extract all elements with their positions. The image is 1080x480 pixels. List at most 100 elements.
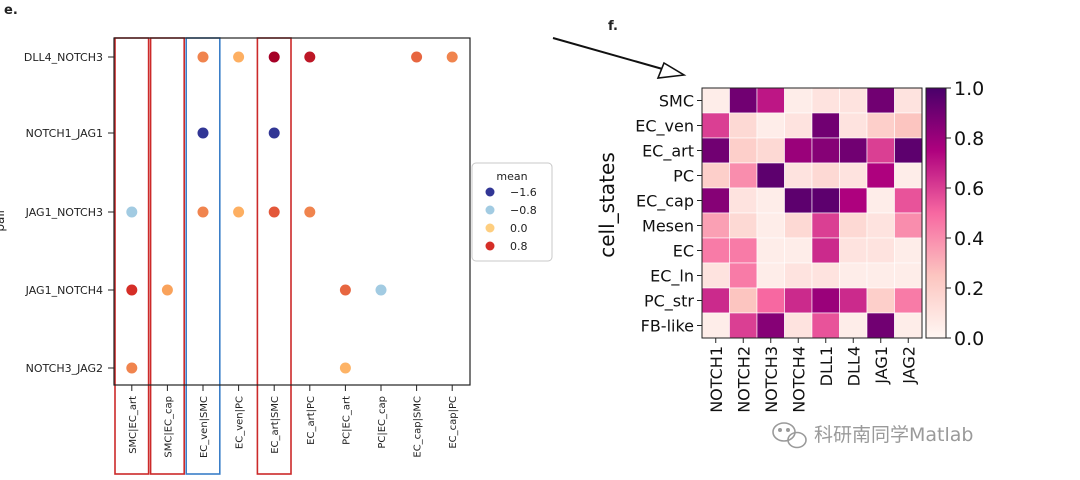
panel-f-colorbar: 0.0 0.2 0.4 0.6 0.8 1.0 — [925, 78, 984, 350]
heatmap-cell — [729, 162, 758, 189]
heatmap-cell — [756, 187, 785, 214]
dot — [197, 206, 209, 218]
heatmap-cell — [811, 187, 840, 214]
colorbar-tick-label: 0.6 — [954, 178, 984, 200]
panel-e-y-tick-labels: DLL4_NOTCH3 NOTCH1_JAG1 JAG1_NOTCH3 JAG1_NO… — [24, 51, 114, 375]
heatmap-cell — [784, 137, 813, 164]
heatmap-cell — [894, 112, 923, 139]
dot — [339, 284, 351, 296]
heatmap-cell — [811, 312, 840, 339]
heatmap-cell — [784, 287, 813, 314]
heatmap-cell — [756, 287, 785, 314]
y-tick-label: PC_str — [644, 292, 694, 312]
heatmap-cell — [811, 112, 840, 139]
dot — [161, 284, 173, 296]
heatmap-cell — [866, 162, 895, 189]
y-tick-label: SMC — [659, 92, 694, 111]
heatmap-cell — [811, 137, 840, 164]
x-tick-label: EC_ven|SMC — [199, 396, 210, 458]
colorbar-tick-label: 1.0 — [954, 78, 984, 100]
dot — [126, 362, 138, 374]
colorbar-tick-label: 0.4 — [954, 228, 984, 250]
x-tick-label: EC_ven|PC — [235, 396, 246, 449]
colorbar-tick-label: 0.0 — [954, 328, 984, 350]
y-tick-label: EC_ln — [650, 267, 694, 287]
panel-f-label: f. — [608, 19, 618, 34]
legend-title: mean — [496, 170, 527, 183]
x-tick-label: SMC|EC_cap — [163, 396, 174, 458]
panel-f-y-axis-label: cell_states — [595, 152, 619, 258]
y-tick-label: JAG1_NOTCH4 — [25, 284, 103, 297]
x-tick-label: EC_cap|PC — [448, 396, 459, 449]
heatmap-cell — [784, 162, 813, 189]
x-tick-label: EC_art|SMC — [270, 396, 281, 454]
watermark-text: 科研南同学Matlab — [814, 424, 973, 446]
heatmap-cell — [839, 162, 868, 189]
heatmap-cell — [701, 212, 730, 239]
heatmap-cell — [729, 187, 758, 214]
x-tick-label: NOTCH4 — [789, 346, 808, 413]
panel-f-x-tick-labels: NOTCH1 NOTCH2 NOTCH3 NOTCH4 DLL1 DLL4 JAG1 JAG2 — [707, 338, 918, 413]
legend-label: 0.8 — [510, 240, 528, 253]
heatmap-cell — [894, 262, 923, 289]
heatmap-cell — [729, 137, 758, 164]
dot — [411, 51, 423, 63]
heatmap-cell — [894, 212, 923, 239]
heatmap-cell — [756, 312, 785, 339]
heatmap-cell — [811, 287, 840, 314]
legend-marker — [485, 241, 495, 251]
x-tick-label: JAG1 — [872, 346, 891, 385]
legend-label: −0.8 — [510, 204, 537, 217]
heatmap-cell — [729, 237, 758, 264]
heatmap-cell — [811, 262, 840, 289]
heatmap-cell — [839, 287, 868, 314]
x-tick-label: JAG2 — [899, 346, 918, 385]
y-tick-label: NOTCH1_JAG1 — [26, 127, 103, 140]
heatmap-cell — [729, 87, 758, 114]
panel-e-legend: mean −1.6 −0.8 0.0 0.8 — [471, 162, 553, 262]
legend-label: −1.6 — [510, 186, 537, 199]
legend-label: 0.0 — [510, 222, 528, 235]
heatmap-cell — [701, 312, 730, 339]
heatmap-cell — [756, 212, 785, 239]
heatmap-cell — [866, 87, 895, 114]
y-tick-label: EC_cap — [636, 192, 694, 212]
heatmap-cell — [784, 212, 813, 239]
heatmap-cell — [784, 87, 813, 114]
x-tick-label: NOTCH2 — [734, 346, 753, 413]
dot — [268, 51, 280, 63]
legend-frame — [471, 162, 553, 262]
heatmap-cell — [729, 312, 758, 339]
dot — [268, 206, 280, 218]
x-tick-label: DLL4 — [844, 346, 863, 386]
dot — [304, 51, 316, 63]
y-tick-label: NOTCH3_JAG2 — [26, 362, 103, 375]
dot — [126, 206, 138, 218]
y-tick-label: DLL4_NOTCH3 — [24, 51, 103, 64]
colorbar-gradient — [925, 87, 947, 339]
x-tick-label: NOTCH1 — [707, 346, 726, 413]
heatmap-cell — [701, 187, 730, 214]
x-tick-label: DLL1 — [817, 346, 836, 386]
legend-marker — [485, 187, 495, 197]
heatmap-cell — [839, 112, 868, 139]
heatmap-cell — [811, 237, 840, 264]
dot — [233, 51, 245, 63]
panel-e-y-axis-label: pair — [0, 208, 7, 231]
y-tick-label: FB-like — [641, 317, 694, 336]
wechat-icon — [772, 422, 807, 449]
heatmap-cell — [866, 137, 895, 164]
heatmap-cell — [756, 87, 785, 114]
heatmap-cell — [839, 312, 868, 339]
dot — [233, 206, 245, 218]
dot — [126, 284, 138, 296]
y-tick-label: PC — [673, 167, 694, 186]
heatmap-cell — [894, 187, 923, 214]
colorbar-tick-label: 0.2 — [954, 278, 984, 300]
legend-marker — [485, 223, 495, 233]
heatmap-cell — [894, 137, 923, 164]
heatmap-cell — [866, 212, 895, 239]
y-tick-label: Mesen — [642, 217, 694, 236]
heatmap-cell — [839, 212, 868, 239]
y-tick-label: JAG1_NOTCH3 — [25, 206, 103, 219]
